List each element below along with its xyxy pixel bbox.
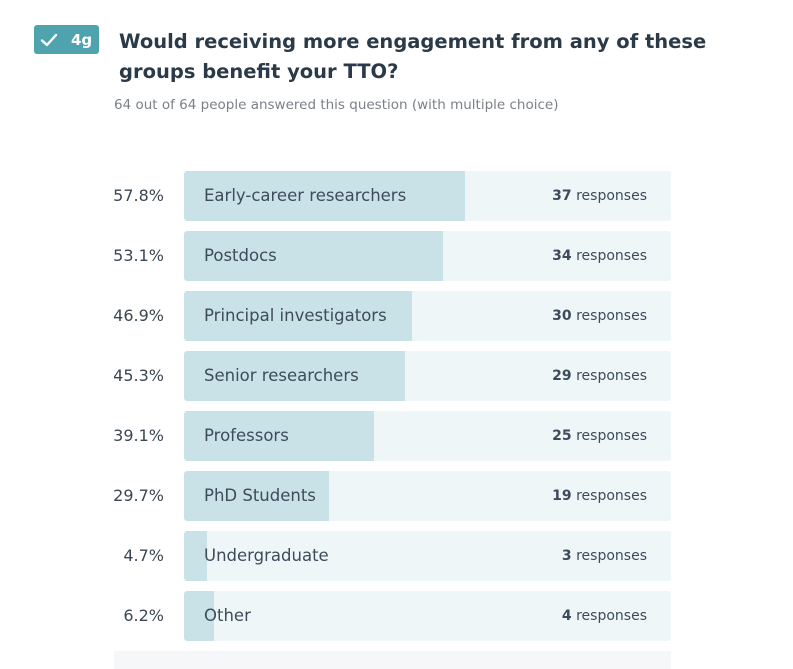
check-icon — [40, 32, 58, 48]
bar-track: Undergraduate 3 responses — [184, 531, 671, 581]
bar-row: 6.2% Other 4 responses — [0, 591, 793, 641]
category-label: Senior researchers — [204, 366, 359, 385]
bar-fill — [184, 591, 215, 641]
response-count-number: 37 — [552, 188, 572, 204]
response-count: 30 responses — [552, 291, 647, 341]
footer-strip — [114, 651, 671, 669]
answer-summary: 64 out of 64 people answered this questi… — [114, 97, 559, 113]
category-label: Professors — [204, 426, 289, 445]
response-count-number: 30 — [552, 308, 572, 324]
response-count-word: responses — [576, 608, 647, 624]
bar-track: Professors 25 responses — [184, 411, 671, 461]
percent-label: 4.7% — [123, 546, 164, 565]
question-number: 4g — [71, 30, 93, 49]
bar-row: 57.8% Early-career researchers 37 response… — [0, 171, 793, 221]
bar-fill — [184, 471, 329, 521]
percent-label: 45.3% — [113, 366, 164, 385]
response-count-number: 4 — [561, 608, 572, 624]
response-count-word: responses — [576, 368, 647, 384]
response-count: 25 responses — [552, 411, 647, 461]
percent-label: 57.8% — [113, 186, 164, 205]
bar-fill — [184, 291, 413, 341]
question-badge: 4g — [34, 25, 99, 54]
response-count-word: responses — [576, 188, 647, 204]
response-count-word: responses — [576, 548, 647, 564]
percent-label: 6.2% — [123, 606, 164, 625]
category-label: PhD Students — [204, 486, 316, 505]
response-count-number: 29 — [552, 368, 572, 384]
bar-track: Principal investigators 30 responses — [184, 291, 671, 341]
response-count: 3 responses — [562, 531, 647, 581]
response-count: 19 responses — [552, 471, 647, 521]
bar-fill — [184, 171, 466, 221]
percent-label: 39.1% — [113, 426, 164, 445]
response-count-number: 34 — [552, 248, 572, 264]
response-count: 37 responses — [552, 171, 647, 221]
response-count-number: 3 — [561, 548, 572, 564]
bar-track: PhD Students 19 responses — [184, 471, 671, 521]
bar-track: Early-career researchers 37 responses — [184, 171, 671, 221]
response-count-word: responses — [576, 428, 647, 444]
percent-label: 29.7% — [113, 486, 164, 505]
bar-fill — [184, 531, 207, 581]
bar-fill — [184, 411, 375, 461]
bar-chart: 57.8% Early-career researchers 37 response… — [0, 171, 793, 651]
response-count-word: responses — [576, 248, 647, 264]
bar-fill — [184, 231, 443, 281]
bar-track: Postdocs 34 responses — [184, 231, 671, 281]
response-count-number: 25 — [552, 428, 572, 444]
percent-label: 46.9% — [113, 306, 164, 325]
bar-row: 46.9% Principal investigators 30 responses — [0, 291, 793, 341]
category-label: Undergraduate — [204, 546, 329, 565]
response-count-word: responses — [576, 488, 647, 504]
bar-row: 29.7% PhD Students 19 responses — [0, 471, 793, 521]
bar-fill — [184, 351, 405, 401]
bar-row: 39.1% Professors 25 responses — [0, 411, 793, 461]
response-count: 4 responses — [562, 591, 647, 641]
percent-label: 53.1% — [113, 246, 164, 265]
category-label: Postdocs — [204, 246, 277, 265]
category-label: Early-career researchers — [204, 186, 407, 205]
category-label: Principal investigators — [204, 306, 387, 325]
bar-track: Other 4 responses — [184, 591, 671, 641]
response-count-number: 19 — [552, 488, 572, 504]
response-count-word: responses — [576, 308, 647, 324]
bar-row: 53.1% Postdocs 34 responses — [0, 231, 793, 281]
bar-row: 45.3% Senior researchers 29 responses — [0, 351, 793, 401]
bar-track: Senior researchers 29 responses — [184, 351, 671, 401]
response-count: 34 responses — [552, 231, 647, 281]
response-count: 29 responses — [552, 351, 647, 401]
bar-row: 4.7% Undergraduate 3 responses — [0, 531, 793, 581]
category-label: Other — [204, 606, 251, 625]
question-title: Would receiving more engagement from any… — [119, 30, 707, 83]
